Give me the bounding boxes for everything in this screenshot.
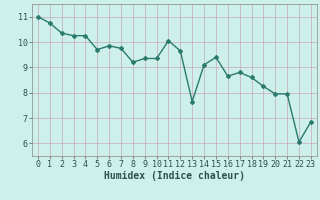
- X-axis label: Humidex (Indice chaleur): Humidex (Indice chaleur): [104, 171, 245, 181]
